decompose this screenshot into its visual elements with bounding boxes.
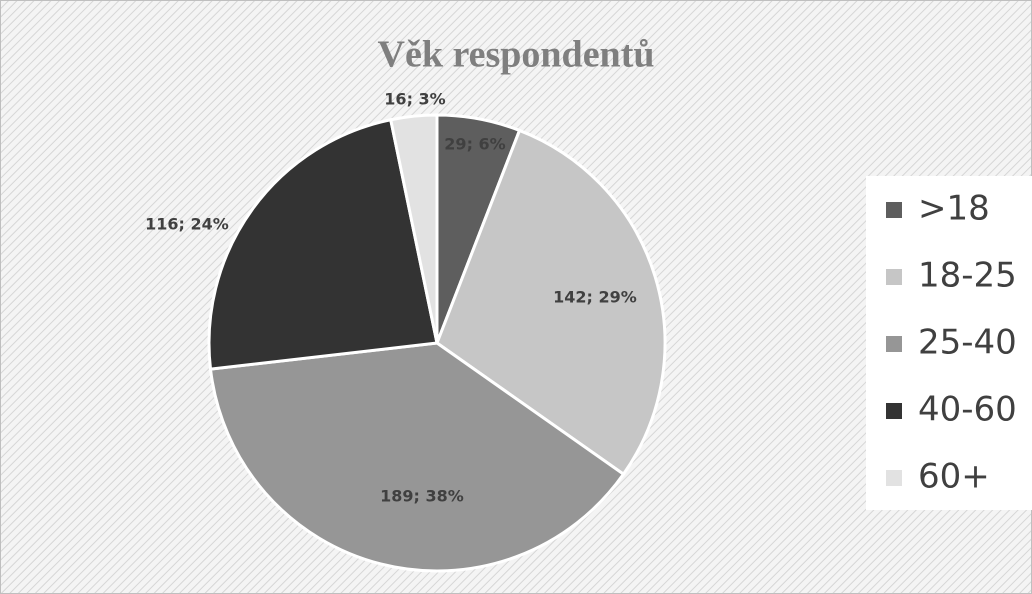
legend-label: 40-60 [918, 390, 1017, 430]
data-label: 116; 24% [145, 215, 229, 234]
data-label: 16; 3% [384, 90, 445, 109]
data-label: 189; 38% [380, 487, 464, 506]
legend-label: 18-25 [918, 256, 1017, 296]
legend-label: >18 [918, 189, 990, 229]
pie-slice [435, 128, 667, 477]
data-label: 142; 29% [553, 288, 637, 307]
pie-slice [207, 117, 439, 371]
data-label: 29; 6% [444, 135, 505, 154]
pie-slice [208, 341, 626, 573]
pie-slice [388, 113, 439, 344]
legend-swatch [886, 403, 902, 419]
legend-swatch [886, 470, 902, 486]
legend-swatch [886, 269, 902, 285]
legend-swatch [886, 202, 902, 218]
legend-label: 25-40 [918, 323, 1017, 363]
legend-swatch [886, 336, 902, 352]
legend-label: 60+ [918, 457, 990, 497]
chart-title: Věk respondentů [378, 34, 655, 76]
